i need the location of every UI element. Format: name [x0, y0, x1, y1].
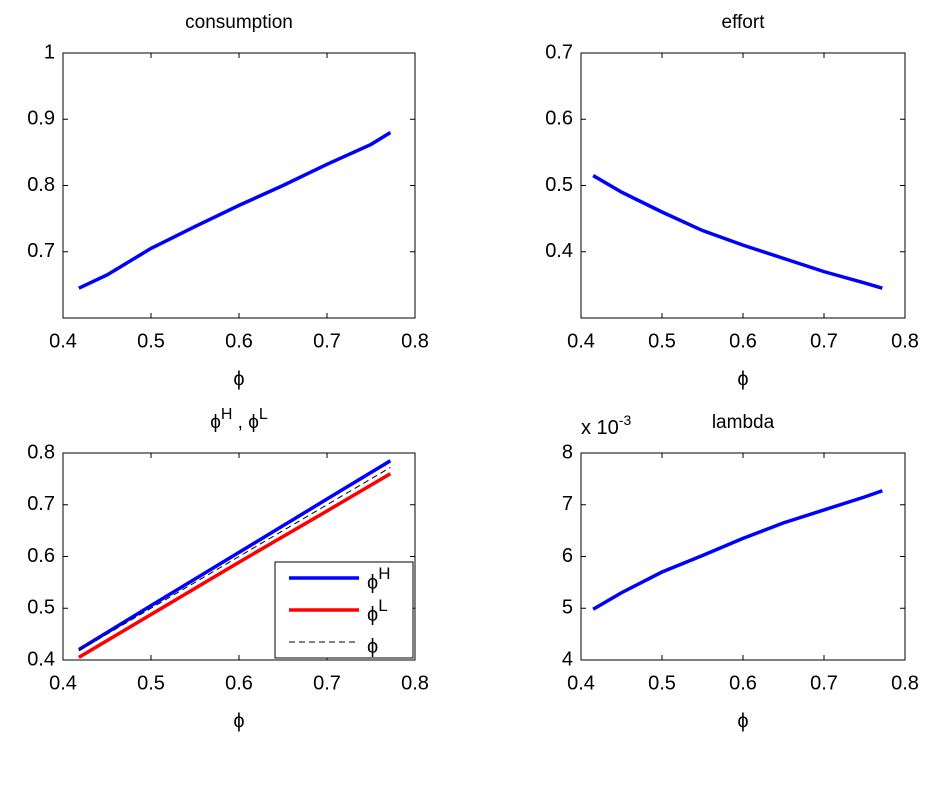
axes-box [580, 452, 906, 661]
y-tick-label: 4 [562, 648, 573, 670]
x-axis-label: ϕ [233, 368, 244, 390]
multiplier-exp: -3 [619, 412, 632, 428]
x-tick-label: 0.4 [567, 672, 595, 694]
legend-name: ϕ [367, 572, 378, 594]
legend-name: ϕ [367, 604, 378, 626]
data-line [78, 467, 391, 652]
y-tick-label: 0.6 [545, 108, 573, 130]
y-tick-label: 0.5 [545, 174, 573, 196]
data-line [77, 472, 392, 659]
legend-name: ϕ [367, 636, 378, 658]
x-tick-label: 0.7 [313, 672, 341, 694]
chart-title: ϕH , ϕL [210, 406, 268, 433]
y-tick-label: 0.9 [27, 108, 55, 130]
x-axis-label: ϕ [233, 710, 244, 732]
x-tick-label: 0.8 [401, 672, 429, 694]
x-tick-label: 0.6 [225, 672, 253, 694]
title-part: H [221, 406, 233, 423]
title-part: L [259, 406, 268, 423]
x-tick-label: 0.7 [313, 330, 341, 352]
axes-box [62, 52, 416, 319]
x-tick-label: 0.6 [225, 330, 253, 352]
x-tick-label: 0.6 [729, 330, 757, 352]
y-tick-label: 0.8 [27, 174, 55, 196]
x-tick-label: 0.5 [137, 330, 165, 352]
chart-title: effort [722, 12, 766, 33]
y-tick-label: 0.8 [27, 441, 55, 463]
y-tick-label: 8 [562, 441, 573, 463]
y-tick-label: 0.4 [545, 240, 573, 262]
x-tick-label: 0.7 [810, 672, 838, 694]
data-line [592, 489, 883, 611]
x-tick-label: 0.5 [648, 672, 676, 694]
x-tick-label: 0.4 [49, 330, 77, 352]
x-tick-label: 0.5 [648, 330, 676, 352]
y-tick-label: 5 [562, 597, 573, 619]
y-tick-label: 0.7 [27, 240, 55, 262]
y-tick-label: 0.7 [27, 493, 55, 515]
y-tick-label: 0.6 [27, 545, 55, 567]
chart-title: lambda [712, 412, 775, 433]
y-tick-label: 1 [44, 41, 55, 63]
x-tick-label: 0.8 [891, 330, 919, 352]
legend-label: ϕ [367, 636, 378, 658]
x-tick-label: 0.8 [401, 330, 429, 352]
multiplier-base: x 10 [581, 417, 619, 439]
chart-title: consumption [185, 12, 293, 33]
legend-sup: L [378, 596, 387, 615]
title-part: ϕ [210, 412, 221, 433]
data-line [77, 459, 392, 652]
legend-label: ϕH [367, 564, 390, 594]
legend-label: ϕL [367, 596, 388, 626]
y-tick-label: 0.7 [545, 41, 573, 63]
data-line [78, 131, 392, 290]
data-line [592, 174, 883, 290]
y-tick-label: 6 [562, 545, 573, 567]
legend-sup: H [378, 564, 390, 583]
x-tick-label: 0.4 [567, 330, 595, 352]
title-part: , ϕ [232, 412, 258, 433]
x-tick-label: 0.6 [729, 672, 757, 694]
axes-box [580, 52, 906, 319]
x-axis-label: ϕ [737, 368, 748, 390]
y-multiplier: x 10-3 [581, 412, 631, 440]
x-axis-label: ϕ [737, 710, 748, 732]
x-tick-label: 0.5 [137, 672, 165, 694]
x-tick-label: 0.8 [891, 672, 919, 694]
y-tick-label: 7 [562, 493, 573, 515]
x-tick-label: 0.4 [49, 672, 77, 694]
x-tick-label: 0.7 [810, 330, 838, 352]
y-tick-label: 0.4 [27, 648, 55, 670]
y-tick-label: 0.5 [27, 597, 55, 619]
